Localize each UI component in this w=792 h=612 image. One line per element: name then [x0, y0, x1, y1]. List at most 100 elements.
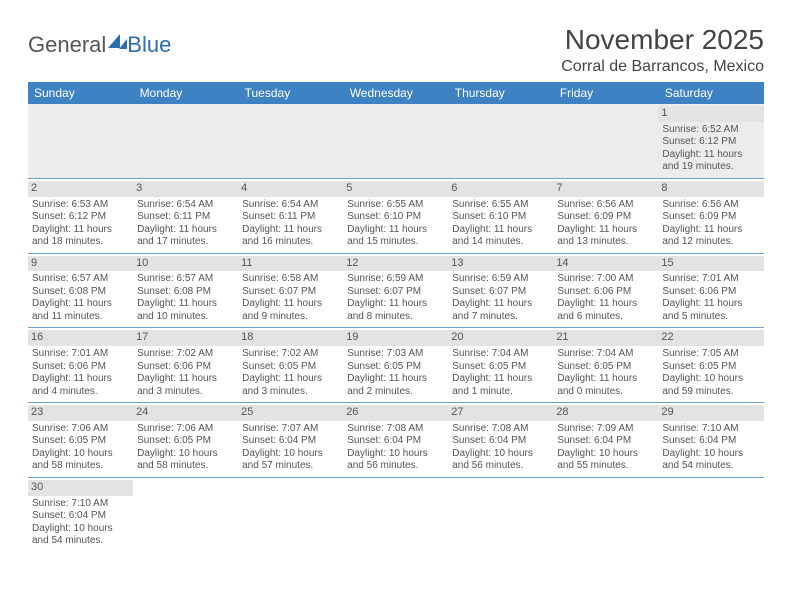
daylight-text: Daylight: 11 hours and 17 minutes.: [137, 224, 234, 249]
sunset-text: Sunset: 6:05 PM: [137, 435, 234, 448]
sunrise-text: Sunrise: 6:55 AM: [347, 199, 444, 212]
calendar-cell: 15Sunrise: 7:01 AMSunset: 6:06 PMDayligh…: [658, 253, 763, 328]
sunrise-text: Sunrise: 7:08 AM: [347, 423, 444, 436]
day-number: 23: [28, 405, 133, 421]
sunrise-text: Sunrise: 6:56 AM: [662, 199, 759, 212]
calendar-cell: [238, 477, 343, 551]
brand-part1: General: [28, 32, 106, 58]
sunrise-text: Sunrise: 7:02 AM: [137, 348, 234, 361]
sunset-text: Sunset: 6:08 PM: [137, 286, 234, 299]
calendar-cell: [133, 477, 238, 551]
daylight-text: Daylight: 10 hours and 59 minutes.: [662, 373, 759, 398]
sunset-text: Sunset: 6:04 PM: [662, 435, 759, 448]
calendar-cell: 11Sunrise: 6:58 AMSunset: 6:07 PMDayligh…: [238, 253, 343, 328]
calendar-cell: [448, 104, 553, 178]
calendar-cell: 27Sunrise: 7:08 AMSunset: 6:04 PMDayligh…: [448, 403, 553, 478]
sunset-text: Sunset: 6:04 PM: [557, 435, 654, 448]
col-friday: Friday: [553, 82, 658, 104]
daylight-text: Daylight: 11 hours and 2 minutes.: [347, 373, 444, 398]
calendar-cell: 26Sunrise: 7:08 AMSunset: 6:04 PMDayligh…: [343, 403, 448, 478]
sunset-text: Sunset: 6:04 PM: [347, 435, 444, 448]
daylight-text: Daylight: 11 hours and 7 minutes.: [452, 298, 549, 323]
sunset-text: Sunset: 6:12 PM: [662, 136, 759, 149]
day-number: 6: [448, 181, 553, 197]
daylight-text: Daylight: 11 hours and 4 minutes.: [32, 373, 129, 398]
sunset-text: Sunset: 6:06 PM: [557, 286, 654, 299]
calendar-cell: 2Sunrise: 6:53 AMSunset: 6:12 PMDaylight…: [28, 178, 133, 253]
calendar-cell: [28, 104, 133, 178]
daylight-text: Daylight: 10 hours and 58 minutes.: [137, 448, 234, 473]
sunset-text: Sunset: 6:11 PM: [137, 211, 234, 224]
day-number: 1: [658, 106, 763, 122]
calendar-week-row: 23Sunrise: 7:06 AMSunset: 6:05 PMDayligh…: [28, 403, 764, 478]
sunset-text: Sunset: 6:07 PM: [242, 286, 339, 299]
sunrise-text: Sunrise: 6:57 AM: [32, 273, 129, 286]
title-block: November 2025 Corral de Barrancos, Mexic…: [561, 24, 764, 76]
calendar-cell: [553, 477, 658, 551]
sunset-text: Sunset: 6:09 PM: [557, 211, 654, 224]
calendar-cell: [448, 477, 553, 551]
sunrise-text: Sunrise: 7:05 AM: [662, 348, 759, 361]
day-number: 21: [553, 330, 658, 346]
day-number: 5: [343, 181, 448, 197]
sunset-text: Sunset: 6:10 PM: [347, 211, 444, 224]
sunrise-text: Sunrise: 7:01 AM: [662, 273, 759, 286]
calendar-cell: 28Sunrise: 7:09 AMSunset: 6:04 PMDayligh…: [553, 403, 658, 478]
sunrise-text: Sunrise: 6:59 AM: [347, 273, 444, 286]
day-number: 25: [238, 405, 343, 421]
day-number: 10: [133, 256, 238, 272]
calendar-cell: 25Sunrise: 7:07 AMSunset: 6:04 PMDayligh…: [238, 403, 343, 478]
daylight-text: Daylight: 11 hours and 18 minutes.: [32, 224, 129, 249]
day-number: 27: [448, 405, 553, 421]
sunset-text: Sunset: 6:05 PM: [32, 435, 129, 448]
sunrise-text: Sunrise: 6:56 AM: [557, 199, 654, 212]
daylight-text: Daylight: 10 hours and 54 minutes.: [662, 448, 759, 473]
calendar-week-row: 2Sunrise: 6:53 AMSunset: 6:12 PMDaylight…: [28, 178, 764, 253]
day-number: 28: [553, 405, 658, 421]
calendar-cell: 3Sunrise: 6:54 AMSunset: 6:11 PMDaylight…: [133, 178, 238, 253]
daylight-text: Daylight: 11 hours and 15 minutes.: [347, 224, 444, 249]
day-number: 20: [448, 330, 553, 346]
day-number: 16: [28, 330, 133, 346]
sunset-text: Sunset: 6:12 PM: [32, 211, 129, 224]
brand-logo: General Blue: [28, 32, 171, 58]
sunset-text: Sunset: 6:06 PM: [662, 286, 759, 299]
sunrise-text: Sunrise: 7:06 AM: [137, 423, 234, 436]
sunset-text: Sunset: 6:10 PM: [452, 211, 549, 224]
sunrise-text: Sunrise: 7:04 AM: [557, 348, 654, 361]
calendar-cell: 1Sunrise: 6:52 AMSunset: 6:12 PMDaylight…: [658, 104, 763, 178]
sunset-text: Sunset: 6:05 PM: [452, 361, 549, 374]
sunrise-text: Sunrise: 6:57 AM: [137, 273, 234, 286]
daylight-text: Daylight: 10 hours and 56 minutes.: [452, 448, 549, 473]
calendar-week-row: 9Sunrise: 6:57 AMSunset: 6:08 PMDaylight…: [28, 253, 764, 328]
sunrise-text: Sunrise: 6:52 AM: [662, 124, 759, 137]
sunset-text: Sunset: 6:05 PM: [662, 361, 759, 374]
sunrise-text: Sunrise: 7:02 AM: [242, 348, 339, 361]
month-title: November 2025: [561, 24, 764, 56]
day-number: 7: [553, 181, 658, 197]
calendar-cell: [343, 477, 448, 551]
calendar-cell: 21Sunrise: 7:04 AMSunset: 6:05 PMDayligh…: [553, 328, 658, 403]
header: General Blue November 2025 Corral de Bar…: [28, 24, 764, 76]
calendar-cell: [658, 477, 763, 551]
sunset-text: Sunset: 6:07 PM: [347, 286, 444, 299]
sunrise-text: Sunrise: 6:59 AM: [452, 273, 549, 286]
day-number: 19: [343, 330, 448, 346]
sunset-text: Sunset: 6:06 PM: [32, 361, 129, 374]
day-number: 15: [658, 256, 763, 272]
location: Corral de Barrancos, Mexico: [561, 58, 764, 76]
day-number: 30: [28, 480, 133, 496]
daylight-text: Daylight: 11 hours and 1 minute.: [452, 373, 549, 398]
calendar-cell: 23Sunrise: 7:06 AMSunset: 6:05 PMDayligh…: [28, 403, 133, 478]
sunset-text: Sunset: 6:08 PM: [32, 286, 129, 299]
calendar-cell: 17Sunrise: 7:02 AMSunset: 6:06 PMDayligh…: [133, 328, 238, 403]
sunset-text: Sunset: 6:05 PM: [347, 361, 444, 374]
calendar-cell: [343, 104, 448, 178]
calendar-cell: 10Sunrise: 6:57 AMSunset: 6:08 PMDayligh…: [133, 253, 238, 328]
calendar-cell: [133, 104, 238, 178]
day-number: 9: [28, 256, 133, 272]
day-number: 22: [658, 330, 763, 346]
day-number: 24: [133, 405, 238, 421]
col-tuesday: Tuesday: [238, 82, 343, 104]
sunrise-text: Sunrise: 6:53 AM: [32, 199, 129, 212]
